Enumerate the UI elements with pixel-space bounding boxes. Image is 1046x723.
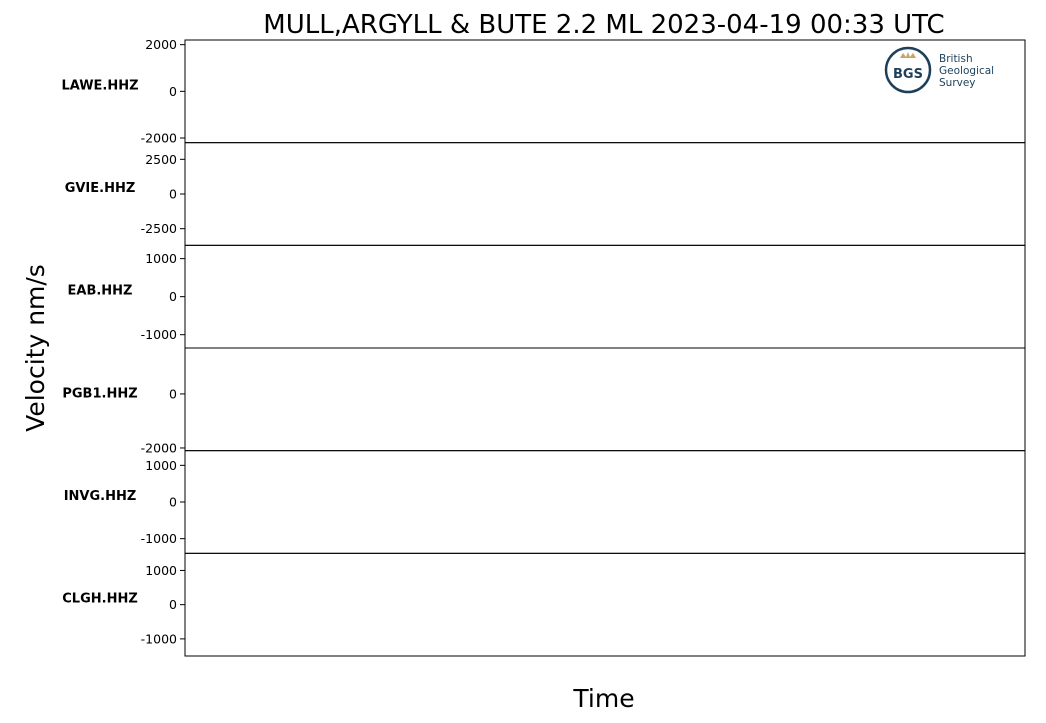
panel-eab-hhz: 1000 0 -1000 EAB.HHZ xyxy=(68,244,1026,349)
bgs-logo-ring xyxy=(884,46,932,94)
y-tick-label: 1000 xyxy=(145,563,177,578)
panel-clgh-hhz: 1000 0 -1000 CLGH.HHZ xyxy=(62,552,1026,657)
station-label: PGB1.HHZ xyxy=(62,386,137,401)
y-tick-label: -2000 xyxy=(141,131,177,146)
bgs-logo-abbrev: BGS xyxy=(893,67,923,82)
station-label: GVIE.HHZ xyxy=(65,181,136,196)
station-label: EAB.HHZ xyxy=(68,284,133,299)
panels-layer: 2000 0 -2000 LAWE.HHZ 2500 0 -2500 GVIE.HHZ 1000… xyxy=(61,37,1026,657)
y-tick-label: 1000 xyxy=(145,458,177,473)
y-tick-label: 0 xyxy=(169,84,177,99)
x-axis-label: Time xyxy=(572,684,634,713)
panel-frame xyxy=(184,347,1026,452)
y-tick-label: 2000 xyxy=(145,37,177,52)
chart-title: MULL,ARGYLL & BUTE 2.2 ML 2023-04-19 00:… xyxy=(263,10,944,40)
bgs-logo-line-1: British xyxy=(939,53,973,65)
panel-pgb1-hhz: 0 -2000 PGB1.HHZ xyxy=(62,347,1026,455)
y-tick-label: -1000 xyxy=(141,327,177,342)
y-tick-label: 0 xyxy=(169,597,177,612)
panel-frame xyxy=(184,142,1026,246)
station-label: LAWE.HHZ xyxy=(61,78,138,93)
y-tick-label: 1000 xyxy=(145,251,177,266)
panel-frame xyxy=(184,244,1026,349)
panel-invg-hhz: 1000 0 -1000 INVG.HHZ xyxy=(64,450,1026,554)
bgs-logo-line-2: Geological xyxy=(939,65,994,77)
y-tick-label: 0 xyxy=(169,289,177,304)
y-tick-label: -1000 xyxy=(141,531,177,546)
panel-gvie-hhz: 2500 0 -2500 GVIE.HHZ xyxy=(65,142,1026,246)
y-tick-label: 0 xyxy=(169,495,177,510)
station-label: CLGH.HHZ xyxy=(62,592,138,607)
panel-frame xyxy=(184,552,1026,657)
y-tick-label: -2500 xyxy=(141,221,177,236)
bgs-logo-line-3: Survey xyxy=(939,77,976,89)
crown-icon xyxy=(900,52,916,58)
y-tick-label: -2000 xyxy=(141,440,177,455)
bgs-logo: BGS British Geological Survey xyxy=(884,46,994,94)
y-tick-label: -1000 xyxy=(141,631,177,646)
station-label: INVG.HHZ xyxy=(64,489,137,504)
panel-lawe-hhz: 2000 0 -2000 LAWE.HHZ xyxy=(61,37,1026,146)
panel-frame xyxy=(184,450,1026,554)
y-tick-label: 2500 xyxy=(145,152,177,167)
y-axis-label: Velocity nm/s xyxy=(21,264,50,432)
y-tick-label: 0 xyxy=(169,187,177,202)
y-tick-label: 0 xyxy=(169,386,177,401)
